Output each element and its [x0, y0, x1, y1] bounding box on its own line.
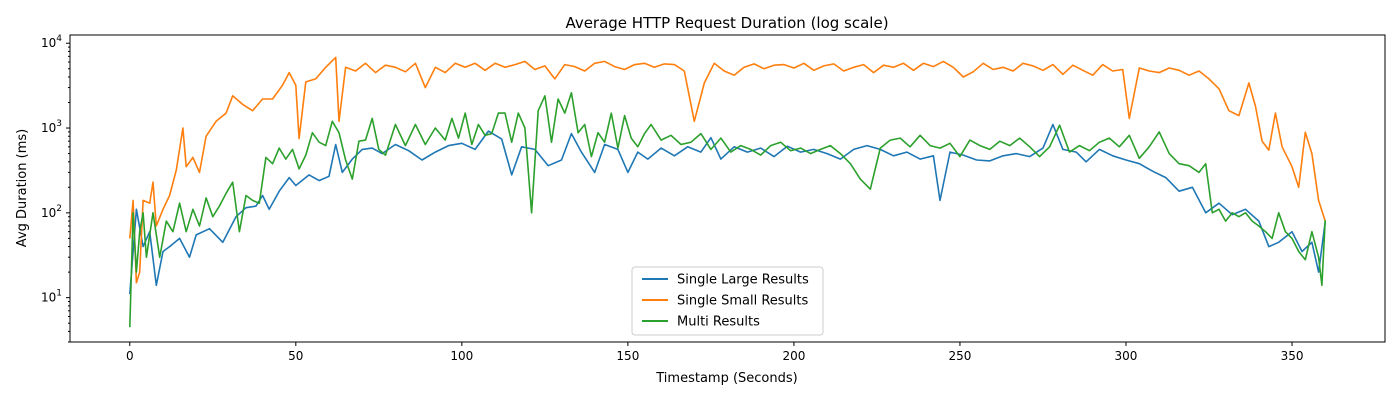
legend-label-0: Single Large Results — [677, 273, 809, 288]
x-tick-label: 250 — [948, 349, 971, 363]
x-tick-label: 350 — [1281, 349, 1304, 363]
x-tick-label: 0 — [126, 349, 134, 363]
series-line-2 — [129, 92, 1326, 328]
plot-frame — [69, 34, 1386, 343]
x-axis: 0 50 100 150 200 250 300 350 — [126, 342, 1304, 363]
y-tick-label: 103 — [41, 119, 62, 135]
y-tick-label: 104 — [41, 34, 62, 50]
series-layer — [129, 56, 1326, 328]
y-axis: 101 102 103 104 — [41, 34, 70, 343]
x-tick-label: 50 — [288, 349, 303, 363]
y-axis-label: Avg Duration (ms) — [15, 129, 30, 247]
x-tick-label: 200 — [782, 349, 805, 363]
legend-box — [631, 266, 824, 336]
legend-label-1: Single Small Results — [677, 294, 809, 309]
y-tick-label: 101 — [41, 289, 62, 305]
x-axis-label: Timestamp (Seconds) — [655, 371, 797, 386]
x-tick-label: 300 — [1115, 349, 1138, 363]
x-tick-label: 150 — [616, 349, 639, 363]
legend-label-2: Multi Results — [677, 315, 760, 330]
y-tick-label: 102 — [41, 204, 62, 220]
series-line-0 — [129, 123, 1326, 295]
x-tick-label: 100 — [450, 349, 473, 363]
legend: Single Large Results Single Small Results… — [631, 266, 824, 336]
series-line-1 — [129, 56, 1326, 284]
chart-title: Average HTTP Request Duration (log scale… — [565, 14, 888, 32]
